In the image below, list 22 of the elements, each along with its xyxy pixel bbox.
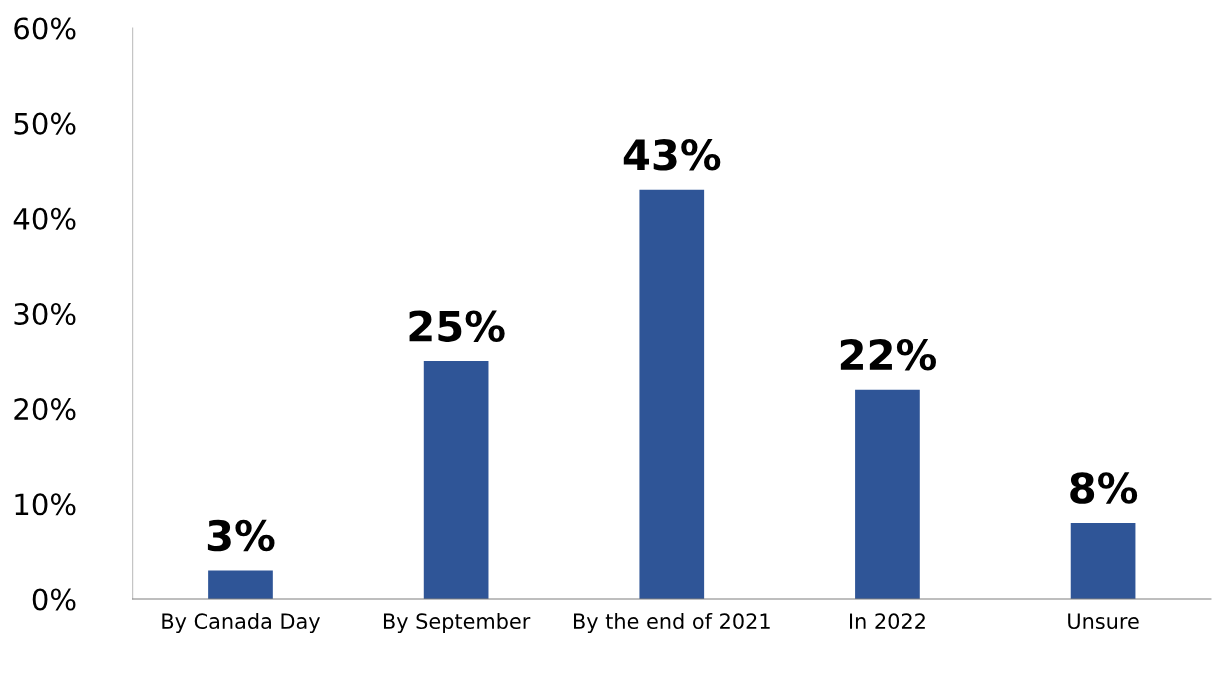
x-tick-label: By the end of 2021: [574, 612, 770, 634]
bar: [423, 361, 489, 600]
x-tick-label: By September: [383, 612, 531, 634]
bar: [855, 389, 920, 600]
bar: [1070, 522, 1136, 600]
data-label: 3%: [207, 519, 275, 552]
y-tick-label: 0%: [32, 588, 76, 611]
bar: [639, 189, 705, 600]
y-tick-label: 60%: [14, 17, 76, 40]
x-tick-label: By Canada Day: [162, 612, 320, 634]
data-label: 43%: [623, 139, 721, 171]
x-tick-label: In 2022: [849, 613, 925, 630]
y-tick-label: 20%: [14, 398, 76, 421]
y-tick-label: 10%: [15, 493, 76, 516]
y-tick-label: 40%: [13, 207, 76, 230]
data-label: 22%: [840, 338, 936, 371]
bar: [208, 570, 273, 600]
data-label: 25%: [409, 310, 505, 342]
data-label: 8%: [1070, 472, 1138, 504]
y-tick-label: 50%: [14, 112, 76, 135]
y-tick-label: 30%: [14, 302, 76, 325]
x-tick-label: Unsure: [1068, 613, 1139, 630]
